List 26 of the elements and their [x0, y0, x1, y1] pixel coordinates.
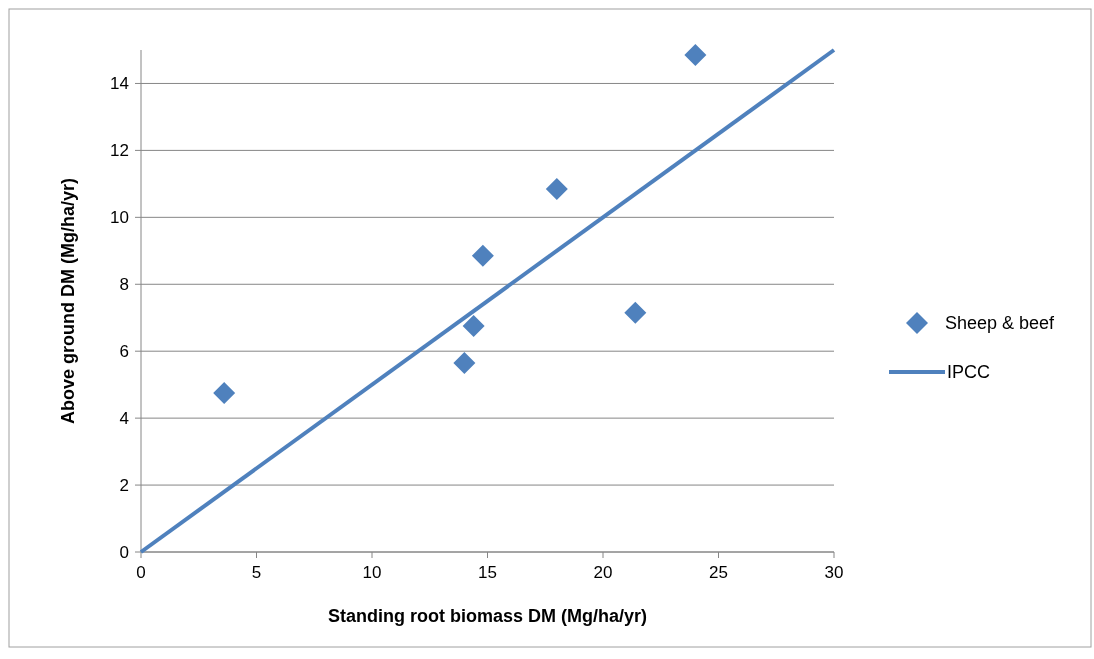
y-tick-label: 12 — [110, 141, 129, 161]
point — [462, 315, 485, 338]
x-tick-label: 5 — [251, 563, 262, 582]
y-tick-label: 10 — [110, 208, 129, 228]
x-tick-label: 0 — [136, 563, 146, 582]
y-axis-title: Above ground DM (Mg/ha/yr) — [58, 178, 78, 424]
x-axis-title: Standing root biomass DM (Mg/ha/yr) — [327, 606, 648, 626]
x-tick-label: 30 — [824, 563, 844, 582]
y-tick-label: 6 — [119, 342, 129, 362]
x-tick-label: 10 — [362, 563, 382, 582]
point — [453, 351, 476, 374]
legend-label: IPCC — [947, 362, 991, 383]
point — [471, 244, 494, 267]
x-tick-label: 25 — [709, 563, 728, 582]
legend-label: Sheep & beef — [945, 313, 1056, 334]
y-tick-label: 2 — [119, 476, 129, 496]
x-tick-label: 20 — [593, 563, 613, 582]
point — [624, 301, 647, 324]
point — [684, 44, 707, 67]
y-tick-label: 0 — [119, 542, 129, 562]
point — [545, 177, 568, 200]
point — [213, 382, 236, 405]
y-tick-label: 8 — [119, 275, 129, 295]
y-tick-label: 4 — [119, 409, 129, 429]
y-tick-label: 14 — [110, 74, 129, 94]
x-tick-label: 15 — [478, 563, 497, 582]
